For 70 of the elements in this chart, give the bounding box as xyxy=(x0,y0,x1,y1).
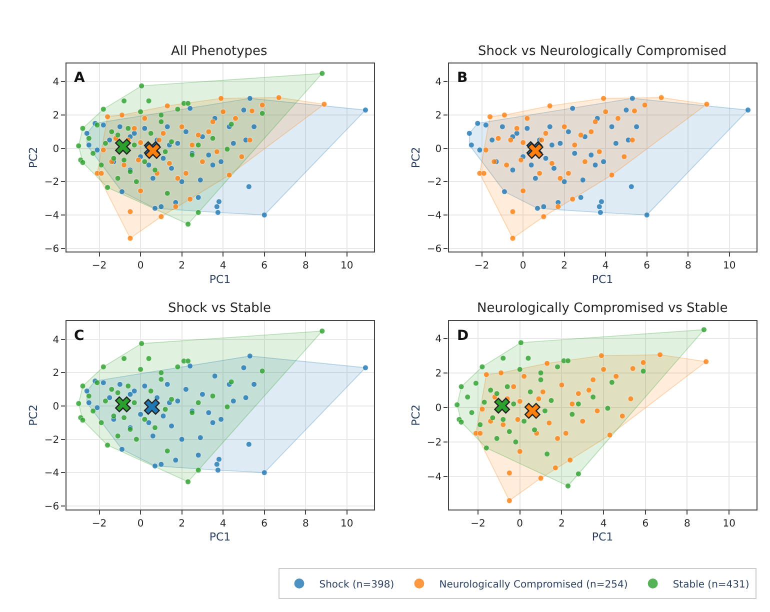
y-tick-label: 0 xyxy=(52,402,60,413)
y-tick-label: −6 xyxy=(44,501,60,512)
annotation: B xyxy=(457,70,468,86)
legend-label: Shock (n=398) xyxy=(319,579,394,590)
y-tick-label: 4 xyxy=(52,334,60,346)
x-tick-label: 4 xyxy=(600,518,607,530)
x-tick-label: 10 xyxy=(340,260,354,272)
x-axis-title: PC1 xyxy=(209,530,231,544)
x-tick-label: −2 xyxy=(474,260,490,272)
chart-title: All Phenotypes xyxy=(171,44,268,59)
chart-title: Neurologically Compromised vs Stable xyxy=(477,301,728,316)
x-tick-label: 0 xyxy=(137,518,144,530)
y-tick-label: −2 xyxy=(426,177,442,188)
x-tick-label: 6 xyxy=(642,518,649,530)
x-tick-label: 4 xyxy=(602,260,609,272)
y-tick-label: −6 xyxy=(44,244,60,255)
x-tick-label: 0 xyxy=(516,518,524,530)
annotation: C xyxy=(74,328,84,344)
x-tick-label: 4 xyxy=(220,260,226,272)
y-tick-label: 0 xyxy=(435,402,442,414)
x-tick-label: 2 xyxy=(558,518,565,530)
y-axis-title: PC2 xyxy=(410,404,423,426)
x-tick-label: −2 xyxy=(92,518,107,530)
x-tick-label: 6 xyxy=(261,518,268,530)
x-tick-label: 2 xyxy=(178,260,186,272)
y-tick-label: −6 xyxy=(426,244,442,255)
y-tick-label: 0 xyxy=(435,144,442,155)
y-tick-label: −2 xyxy=(426,437,442,448)
y-axis-title: PC2 xyxy=(27,404,40,426)
x-tick-label: 4 xyxy=(220,518,226,530)
y-tick-label: −4 xyxy=(426,472,442,483)
x-tick-label: −2 xyxy=(92,260,107,272)
y-tick-label: −2 xyxy=(44,434,60,446)
y-tick-label: −2 xyxy=(44,177,60,188)
y-tick-label: 2 xyxy=(52,368,60,380)
y-axis-title: PC2 xyxy=(410,146,423,168)
x-tick-label: 8 xyxy=(684,260,692,272)
legend-label: Neurologically Compromised (n=254) xyxy=(439,579,628,590)
y-tick-label: 2 xyxy=(52,110,60,122)
annotation: D xyxy=(457,328,469,344)
x-tick-label: 8 xyxy=(684,518,690,530)
x-tick-label: −2 xyxy=(470,518,486,530)
chart-title: Shock vs Stable xyxy=(168,301,272,316)
x-tick-label: 6 xyxy=(261,260,268,272)
x-tick-label: 2 xyxy=(178,518,186,530)
y-tick-label: −4 xyxy=(426,210,442,222)
x-tick-label: 10 xyxy=(723,260,736,272)
y-tick-label: 2 xyxy=(435,368,442,380)
x-axis-title: PC1 xyxy=(592,272,614,286)
x-tick-label: 10 xyxy=(722,518,736,530)
x-tick-label: 8 xyxy=(302,260,309,272)
y-tick-label: −4 xyxy=(44,210,60,222)
x-axis-title: PC1 xyxy=(209,272,231,286)
y-tick-label: 2 xyxy=(435,110,442,122)
chart-title: Shock vs Neurologically Compromised xyxy=(478,44,727,59)
x-tick-label: 0 xyxy=(520,260,526,272)
y-tick-label: 4 xyxy=(52,77,60,88)
x-axis-title: PC1 xyxy=(592,530,614,544)
annotation: A xyxy=(74,70,85,86)
legend-label: Stable (n=431) xyxy=(672,579,750,590)
y-tick-label: 4 xyxy=(435,334,442,345)
x-tick-label: 6 xyxy=(644,260,650,272)
x-tick-label: 8 xyxy=(302,518,309,530)
y-axis-title: PC2 xyxy=(27,146,40,168)
x-tick-label: 2 xyxy=(561,260,568,272)
y-tick-label: −4 xyxy=(44,468,60,480)
y-tick-label: 0 xyxy=(52,144,60,155)
y-tick-label: 4 xyxy=(435,77,442,88)
x-tick-label: 0 xyxy=(137,260,144,272)
x-tick-label: 10 xyxy=(340,518,354,530)
